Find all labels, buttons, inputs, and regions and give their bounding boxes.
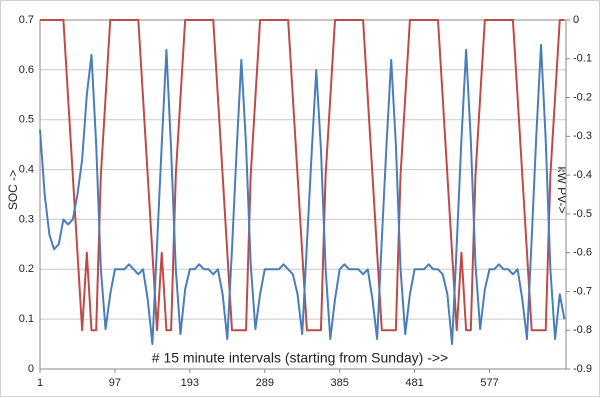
y2-tick-label: -0.7 xyxy=(573,285,592,297)
x-tick-label: 289 xyxy=(256,377,274,389)
plot-border xyxy=(39,19,567,370)
y-tick-label: 0.2 xyxy=(19,263,34,275)
y2-tick-label: -0.3 xyxy=(573,130,592,142)
y2-tick-label: 0 xyxy=(573,14,579,26)
x-tick-label: 577 xyxy=(480,377,498,389)
y2-tick-label: -0.9 xyxy=(573,363,592,375)
y-tick-label: 0.7 xyxy=(19,14,34,26)
y2-tick-label: -0.1 xyxy=(573,53,592,65)
y-tick-label: 0.4 xyxy=(19,163,34,175)
x-axis-label: # 15 minute intervals (starting from Sun… xyxy=(152,350,448,366)
y2-tick-label: -0.5 xyxy=(573,208,592,220)
y-axis-label: SOC -> xyxy=(6,170,20,210)
y2-tick-label: -0.6 xyxy=(573,247,592,259)
y2-tick-label: -0.4 xyxy=(573,169,592,181)
x-tick-label: 193 xyxy=(181,377,199,389)
y-tick-label: 0.1 xyxy=(19,313,34,325)
y-tick-label: 0.3 xyxy=(19,213,34,225)
y-tick-label: 0.6 xyxy=(19,64,34,76)
y-tick-label: 0.5 xyxy=(19,114,34,126)
y-tick-label: 0 xyxy=(28,363,34,375)
x-tick-label: 97 xyxy=(109,377,121,389)
y2-tick-label: -0.2 xyxy=(573,91,592,103)
x-tick-label: 481 xyxy=(405,377,423,389)
x-tick-label: 1 xyxy=(37,377,43,389)
series-line xyxy=(40,19,565,332)
series-line xyxy=(39,43,566,346)
y2-axis-label: kW PV-> xyxy=(555,166,569,213)
y2-tick-label: -0.8 xyxy=(573,324,592,336)
x-tick-label: 385 xyxy=(330,377,348,389)
